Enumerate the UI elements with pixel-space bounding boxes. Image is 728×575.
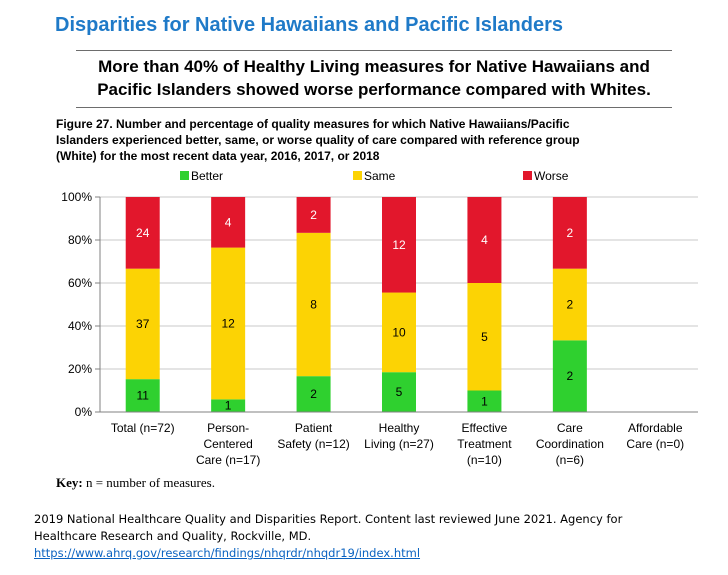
legend-label-same: Same (364, 169, 396, 183)
x-tick-label: Centered (203, 437, 252, 451)
bar-segment-better (125, 379, 160, 412)
source-link[interactable]: https://www.ahrq.gov/research/findings/n… (34, 546, 421, 560)
data-label: 5 (396, 385, 403, 399)
data-label: 2 (310, 208, 317, 222)
bar-segment-same (211, 247, 246, 400)
x-tick-label: Affordable (628, 421, 683, 435)
source-line-2: Healthcare Research and Quality, Rockvil… (34, 529, 312, 543)
y-tick-label: 0% (75, 405, 93, 419)
data-label: 1 (225, 399, 232, 413)
figure-caption-line-2: Islanders experienced better, same, or w… (56, 133, 580, 147)
data-label: 10 (392, 325, 406, 339)
data-label: 2 (310, 387, 317, 401)
page-title: Disparities for Native Hawaiians and Pac… (55, 14, 563, 36)
bar-segment-worse (467, 197, 502, 283)
bar-segment-same (125, 268, 160, 380)
y-tick-label: 100% (61, 190, 92, 204)
x-tick-label: Patient (295, 421, 333, 435)
data-label: 24 (136, 226, 150, 240)
x-tick-label: Healthy (379, 421, 420, 435)
legend-label-worse: Worse (534, 169, 569, 183)
headline-line-1: More than 40% of Healthy Living measures… (98, 57, 650, 76)
bar-segment-same (382, 292, 416, 373)
data-label: 12 (392, 238, 406, 252)
data-label: 1 (481, 394, 488, 408)
x-tick-label: (n=6) (556, 453, 584, 467)
y-tick-label: 40% (68, 319, 92, 333)
bar-segment-worse (382, 197, 416, 293)
data-label: 2 (567, 226, 574, 240)
x-tick-label: Safety (n=12) (277, 437, 349, 451)
bar-segment-same (296, 232, 331, 377)
key-label: Key: (56, 475, 83, 490)
bar-segment-better (296, 376, 331, 412)
x-tick-label: Care (557, 421, 583, 435)
data-label: 4 (481, 233, 488, 247)
source-citation: 2019 National Healthcare Quality and Dis… (34, 511, 622, 562)
x-tick-label: Effective (462, 421, 508, 435)
x-tick-label: (n=10) (467, 453, 502, 467)
data-label: 11 (136, 389, 149, 403)
data-label: 4 (225, 215, 232, 229)
data-label: 2 (567, 298, 574, 312)
headline-finding: More than 40% of Healthy Living measures… (76, 50, 672, 108)
key-text: n = number of measures. (82, 475, 215, 490)
bar-segment-same (467, 283, 502, 391)
chart-key: Key: n = number of measures. (56, 475, 215, 491)
x-tick-label: Total (n=72) (111, 421, 175, 435)
x-tick-label: Care (n=0) (626, 437, 684, 451)
bar-segment-better (211, 399, 246, 412)
bar-segment-better (467, 390, 502, 412)
y-tick-label: 80% (68, 233, 92, 247)
data-label: 5 (481, 330, 488, 344)
data-label: 8 (310, 298, 317, 312)
data-label: 2 (567, 369, 574, 383)
bar-segment-same (552, 268, 587, 341)
x-tick-label: Care (n=17) (196, 453, 260, 467)
x-tick-label: Person- (207, 421, 249, 435)
source-line-1: 2019 National Healthcare Quality and Dis… (34, 512, 623, 526)
y-tick-label: 60% (68, 276, 92, 290)
figure-caption-line-1: Figure 27. Number and percentage of qual… (56, 117, 570, 131)
figure-caption: Figure 27. Number and percentage of qual… (56, 116, 696, 164)
headline-line-2: Pacific Islanders showed worse performan… (97, 80, 651, 99)
data-label: 12 (221, 316, 235, 330)
figure-caption-line-3: (White) for the most recent data year, 2… (56, 149, 380, 163)
x-tick-label: Treatment (457, 437, 512, 451)
bar-segment-worse (552, 197, 587, 269)
legend-swatch-better (180, 171, 189, 180)
legend-swatch-same (353, 171, 362, 180)
bar-segment-worse (125, 197, 160, 269)
legend-label-better: Better (191, 169, 223, 183)
bar-segment-worse (211, 197, 246, 248)
legend-swatch-worse (523, 171, 532, 180)
bar-segment-better (382, 372, 416, 412)
data-label: 37 (136, 317, 150, 331)
bar-segment-better (552, 340, 587, 412)
bar-segment-worse (296, 197, 331, 233)
x-tick-label: Coordination (536, 437, 604, 451)
y-tick-label: 20% (68, 362, 92, 376)
x-tick-label: Living (n=27) (364, 437, 434, 451)
